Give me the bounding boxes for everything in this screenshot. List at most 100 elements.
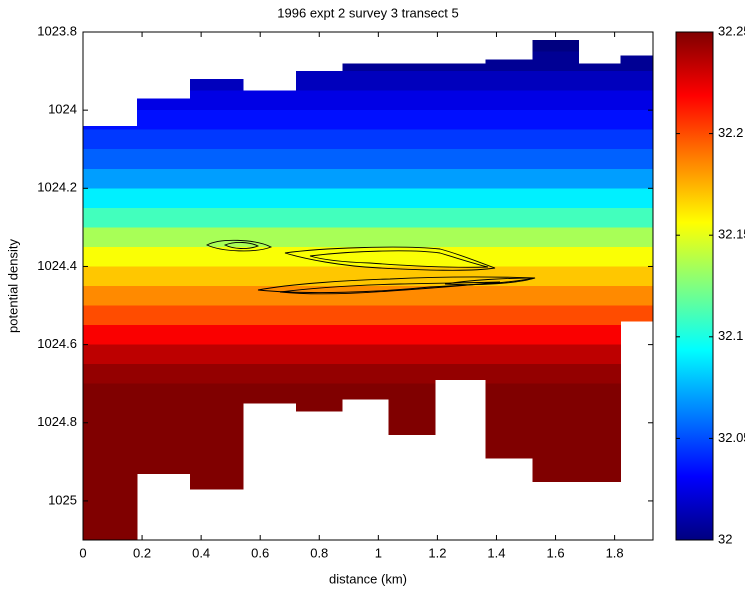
cell bbox=[388, 90, 436, 111]
cell bbox=[435, 207, 486, 228]
y-tick-label: 1025 bbox=[48, 492, 77, 507]
colorbar-tick-label: 32.05 bbox=[718, 430, 745, 445]
cell bbox=[296, 168, 343, 189]
cell bbox=[190, 78, 244, 92]
cell bbox=[388, 149, 436, 170]
cell bbox=[342, 227, 389, 248]
cell bbox=[485, 364, 533, 385]
cell bbox=[83, 125, 138, 131]
colorbar-tick-label: 32.15 bbox=[718, 227, 745, 242]
x-tick-label: 0.4 bbox=[192, 545, 210, 560]
cell bbox=[578, 90, 621, 111]
cell bbox=[342, 188, 389, 209]
contour bbox=[284, 246, 496, 271]
cell bbox=[532, 286, 579, 306]
cell bbox=[83, 266, 138, 287]
cell bbox=[620, 305, 654, 322]
cell bbox=[388, 188, 436, 209]
cell bbox=[388, 207, 436, 228]
cell bbox=[243, 344, 297, 365]
cell bbox=[388, 403, 436, 424]
cell bbox=[190, 90, 244, 111]
cell bbox=[296, 266, 343, 287]
cell bbox=[485, 286, 533, 306]
cell bbox=[578, 227, 621, 248]
cell bbox=[190, 227, 244, 248]
cell bbox=[620, 149, 654, 170]
cell bbox=[532, 383, 579, 404]
y-tick-label: 1024 bbox=[48, 102, 77, 117]
x-tick-label: 1.4 bbox=[487, 545, 505, 560]
cell bbox=[342, 305, 389, 326]
cell bbox=[243, 90, 297, 111]
cell bbox=[296, 110, 343, 131]
cell bbox=[435, 63, 486, 72]
cell bbox=[388, 110, 436, 131]
cell bbox=[578, 110, 621, 131]
cell bbox=[190, 442, 244, 463]
cell bbox=[485, 110, 533, 131]
cell bbox=[83, 442, 138, 463]
cell bbox=[296, 325, 343, 346]
cell bbox=[620, 168, 654, 189]
cell bbox=[532, 227, 579, 248]
cell bbox=[137, 129, 191, 150]
cell bbox=[243, 149, 297, 170]
cell bbox=[83, 403, 138, 424]
cell bbox=[435, 246, 486, 267]
colorbar-tick-label: 32 bbox=[718, 531, 732, 546]
cell bbox=[190, 383, 244, 404]
cell bbox=[435, 344, 486, 365]
contour bbox=[205, 239, 273, 252]
cell bbox=[137, 461, 191, 474]
cell bbox=[620, 110, 654, 131]
contour bbox=[309, 250, 489, 268]
cell bbox=[342, 90, 389, 111]
cell bbox=[137, 98, 191, 111]
cell bbox=[137, 403, 191, 424]
cell bbox=[83, 149, 138, 170]
cell bbox=[485, 344, 533, 365]
cell bbox=[342, 383, 389, 400]
x-tick-label: 0 bbox=[79, 545, 86, 560]
cell bbox=[620, 71, 654, 92]
cell bbox=[137, 344, 191, 365]
cell bbox=[137, 286, 191, 306]
cell bbox=[578, 364, 621, 385]
cell bbox=[485, 59, 533, 72]
cell bbox=[532, 188, 579, 209]
cell bbox=[620, 286, 654, 306]
cell bbox=[578, 266, 621, 287]
cell bbox=[620, 188, 654, 209]
cell bbox=[485, 246, 533, 267]
cell bbox=[190, 286, 244, 306]
cell bbox=[485, 207, 533, 228]
cell bbox=[137, 110, 191, 131]
cell bbox=[296, 207, 343, 228]
cell bbox=[620, 246, 654, 267]
cell bbox=[532, 51, 579, 72]
cell bbox=[485, 403, 533, 424]
cell bbox=[532, 344, 579, 365]
cell bbox=[532, 364, 579, 385]
cell bbox=[83, 422, 138, 443]
cell bbox=[190, 168, 244, 189]
y-axis-label: potential density bbox=[5, 239, 20, 333]
cell bbox=[342, 344, 389, 365]
cell bbox=[243, 286, 297, 306]
cell bbox=[578, 403, 621, 424]
cell bbox=[388, 422, 436, 435]
cell bbox=[485, 90, 533, 111]
x-tick-label: 0.8 bbox=[310, 545, 328, 560]
cell bbox=[532, 39, 579, 52]
x-tick-label: 1.8 bbox=[606, 545, 624, 560]
cell bbox=[388, 305, 436, 326]
cell bbox=[578, 63, 621, 72]
cell bbox=[243, 227, 297, 248]
cell bbox=[83, 305, 138, 326]
cell bbox=[137, 207, 191, 228]
y-tick-label: 1024.2 bbox=[37, 180, 77, 195]
cell bbox=[243, 364, 297, 385]
cell bbox=[342, 63, 389, 72]
cell bbox=[485, 227, 533, 248]
